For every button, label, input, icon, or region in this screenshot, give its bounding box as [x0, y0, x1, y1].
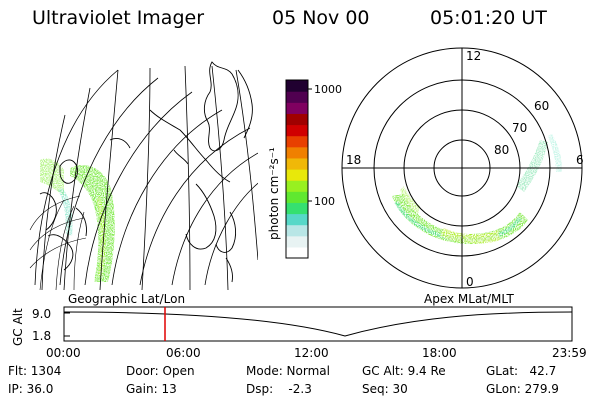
polar-mlt-0: 0: [466, 275, 474, 289]
polar-mlt-18: 18: [346, 153, 361, 167]
status-gain: Gain: 13: [126, 382, 177, 396]
status-seq: Seq: 30: [362, 382, 408, 396]
polar-lat-80: 80: [494, 143, 509, 157]
colorbar-band: [286, 180, 308, 192]
colorbar-band: [286, 135, 308, 148]
colorbar-tick-100: 100: [314, 195, 335, 208]
colorbar-band: [286, 235, 308, 248]
map-latitude-lines: [34, 69, 258, 286]
alt-tick-9: 9.0: [32, 307, 51, 321]
status-mode: Mode: Normal: [246, 364, 330, 378]
map-longitude-lines: [41, 65, 258, 290]
alt-axis-label: GC Alt: [11, 308, 25, 346]
map-dense-grid: [29, 195, 87, 290]
x-tick-2359: 23:59: [552, 346, 587, 360]
polar-lat-70: 70: [512, 121, 527, 135]
status-ip: IP: 36.0: [8, 382, 53, 396]
colorbar: 1000 100 photon cm⁻²s⁻¹: [267, 79, 342, 259]
polar-plot-label: Apex MLat/MLT: [424, 292, 514, 306]
x-tick-0600: 06:00: [166, 346, 201, 360]
colorbar-unit-label: photon cm⁻²s⁻¹: [267, 147, 281, 240]
map-coastlines: [39, 61, 253, 283]
alt-tick-1-8: 1.8: [32, 329, 51, 343]
altitude-strip: 9.0 1.8 GC Alt 00:00 06:00 12:00 18:00 2…: [11, 306, 587, 360]
colorbar-band: [286, 91, 308, 103]
status-door: Door: Open: [126, 364, 195, 378]
colorbar-band: [286, 246, 308, 259]
status-gc-alt: GC Alt: 9.4 Re: [362, 364, 446, 378]
status-glat: GLat: 42.7: [486, 364, 556, 378]
polar-mlt-6: 6: [576, 153, 584, 167]
colorbar-band: [286, 80, 308, 92]
polar-aurora: [392, 134, 562, 244]
status-dsp: Dsp: -2.3: [246, 382, 312, 396]
polar-grid: [341, 47, 583, 289]
colorbar-band: [286, 224, 308, 237]
polar-plot: 60 70 80 12 18 6 0: [341, 47, 584, 289]
colorbar-band: [286, 146, 308, 159]
geographic-map: [29, 61, 258, 290]
status-flt: Flt: 1304: [8, 364, 61, 378]
status-glon: GLon: 279.9: [486, 382, 559, 396]
header-date: 05 Nov 00: [272, 7, 370, 29]
colorbar-band: [286, 157, 308, 170]
colorbar-gradient: [286, 80, 308, 259]
x-tick-1800: 18:00: [422, 346, 457, 360]
header-time: 05:01:20 UT: [430, 7, 547, 29]
geo-aurora: [40, 158, 115, 282]
header-title: Ultraviolet Imager: [32, 7, 204, 29]
polar-mlt-12: 12: [466, 49, 481, 63]
geo-map-label: Geographic Lat/Lon: [68, 292, 185, 306]
colorbar-band: [286, 113, 308, 126]
colorbar-band: [286, 191, 308, 203]
colorbar-band: [286, 202, 308, 215]
colorbar-band: [286, 102, 308, 114]
colorbar-band: [286, 213, 308, 226]
polar-lat-60: 60: [534, 99, 549, 113]
colorbar-band: [286, 169, 308, 181]
colorbar-tick-1000: 1000: [314, 83, 342, 96]
x-tick-0000: 00:00: [46, 346, 81, 360]
status-panel: Flt: 1304 IP: 36.0 Door: Open Gain: 13 M…: [8, 364, 559, 396]
x-tick-1200: 12:00: [294, 346, 329, 360]
colorbar-band: [286, 124, 308, 137]
